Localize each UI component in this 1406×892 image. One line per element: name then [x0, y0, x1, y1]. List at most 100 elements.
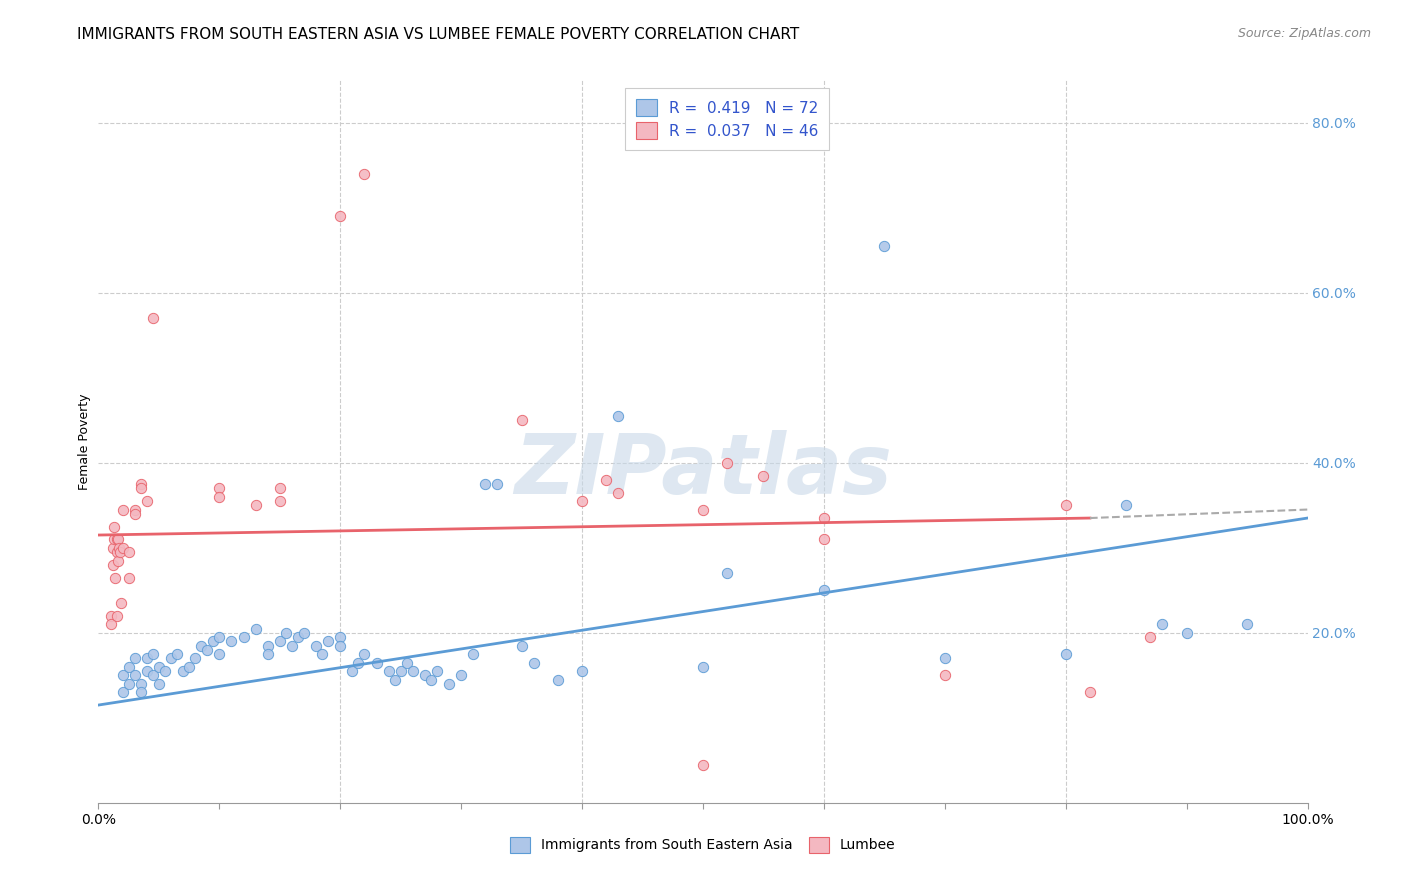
- Point: [316, 634, 339, 648]
- Point: [1054, 647, 1077, 661]
- Point: [1054, 498, 1077, 512]
- Point: [523, 656, 546, 670]
- Point: [245, 498, 267, 512]
- Point: [256, 647, 278, 661]
- Point: [148, 677, 170, 691]
- Point: [813, 583, 835, 598]
- Point: [118, 570, 141, 584]
- Point: [486, 477, 509, 491]
- Point: [105, 608, 128, 623]
- Point: [103, 533, 125, 547]
- Point: [292, 625, 315, 640]
- Point: [329, 639, 352, 653]
- Point: [510, 639, 533, 653]
- Y-axis label: Female Poverty: Female Poverty: [79, 393, 91, 490]
- Point: [607, 485, 630, 500]
- Point: [190, 639, 212, 653]
- Point: [160, 651, 183, 665]
- Point: [111, 685, 134, 699]
- Point: [124, 507, 146, 521]
- Point: [413, 668, 436, 682]
- Point: [221, 634, 243, 648]
- Point: [111, 502, 134, 516]
- Point: [607, 409, 630, 423]
- Point: [142, 647, 165, 661]
- Point: [179, 660, 201, 674]
- Point: [274, 625, 297, 640]
- Point: [420, 673, 443, 687]
- Point: [166, 647, 188, 661]
- Text: Source: ZipAtlas.com: Source: ZipAtlas.com: [1237, 27, 1371, 40]
- Point: [118, 660, 141, 674]
- Point: [463, 647, 485, 661]
- Point: [129, 685, 152, 699]
- Point: [329, 630, 352, 644]
- Point: [395, 656, 418, 670]
- Point: [510, 413, 533, 427]
- Point: [129, 477, 152, 491]
- Point: [124, 502, 146, 516]
- Point: [105, 533, 128, 547]
- Point: [108, 541, 131, 555]
- Point: [353, 647, 375, 661]
- Point: [934, 651, 956, 665]
- Point: [305, 639, 328, 653]
- Point: [389, 664, 412, 678]
- Legend: Immigrants from South Eastern Asia, Lumbee: Immigrants from South Eastern Asia, Lumb…: [502, 828, 904, 861]
- Point: [692, 757, 714, 772]
- Point: [124, 651, 146, 665]
- Point: [342, 664, 364, 678]
- Point: [208, 490, 231, 504]
- Point: [129, 481, 152, 495]
- Point: [129, 677, 152, 691]
- Point: [692, 660, 714, 674]
- Point: [135, 494, 157, 508]
- Point: [377, 664, 399, 678]
- Point: [426, 664, 449, 678]
- Point: [153, 664, 176, 678]
- Point: [1139, 630, 1161, 644]
- Point: [208, 630, 231, 644]
- Point: [474, 477, 496, 491]
- Point: [103, 519, 125, 533]
- Point: [347, 656, 370, 670]
- Point: [287, 630, 309, 644]
- Point: [107, 533, 129, 547]
- Point: [752, 468, 775, 483]
- Point: [124, 668, 146, 682]
- Point: [813, 533, 835, 547]
- Point: [135, 651, 157, 665]
- Point: [402, 664, 425, 678]
- Point: [437, 677, 460, 691]
- Point: [111, 541, 134, 555]
- Point: [571, 494, 593, 508]
- Text: ZIPatlas: ZIPatlas: [515, 430, 891, 511]
- Point: [118, 677, 141, 691]
- Point: [107, 553, 129, 567]
- Point: [208, 647, 231, 661]
- Point: [104, 570, 127, 584]
- Point: [232, 630, 254, 644]
- Point: [450, 668, 472, 682]
- Point: [142, 668, 165, 682]
- Point: [571, 664, 593, 678]
- Point: [195, 642, 218, 657]
- Point: [595, 473, 617, 487]
- Point: [1078, 685, 1101, 699]
- Point: [148, 660, 170, 674]
- Point: [110, 596, 132, 610]
- Point: [384, 673, 406, 687]
- Point: [1175, 625, 1198, 640]
- Point: [269, 481, 291, 495]
- Point: [142, 311, 165, 326]
- Point: [1115, 498, 1137, 512]
- Point: [105, 545, 128, 559]
- Point: [547, 673, 569, 687]
- Point: [269, 494, 291, 508]
- Point: [100, 608, 122, 623]
- Point: [208, 481, 231, 495]
- Point: [184, 651, 207, 665]
- Point: [172, 664, 194, 678]
- Point: [202, 634, 225, 648]
- Point: [1236, 617, 1258, 632]
